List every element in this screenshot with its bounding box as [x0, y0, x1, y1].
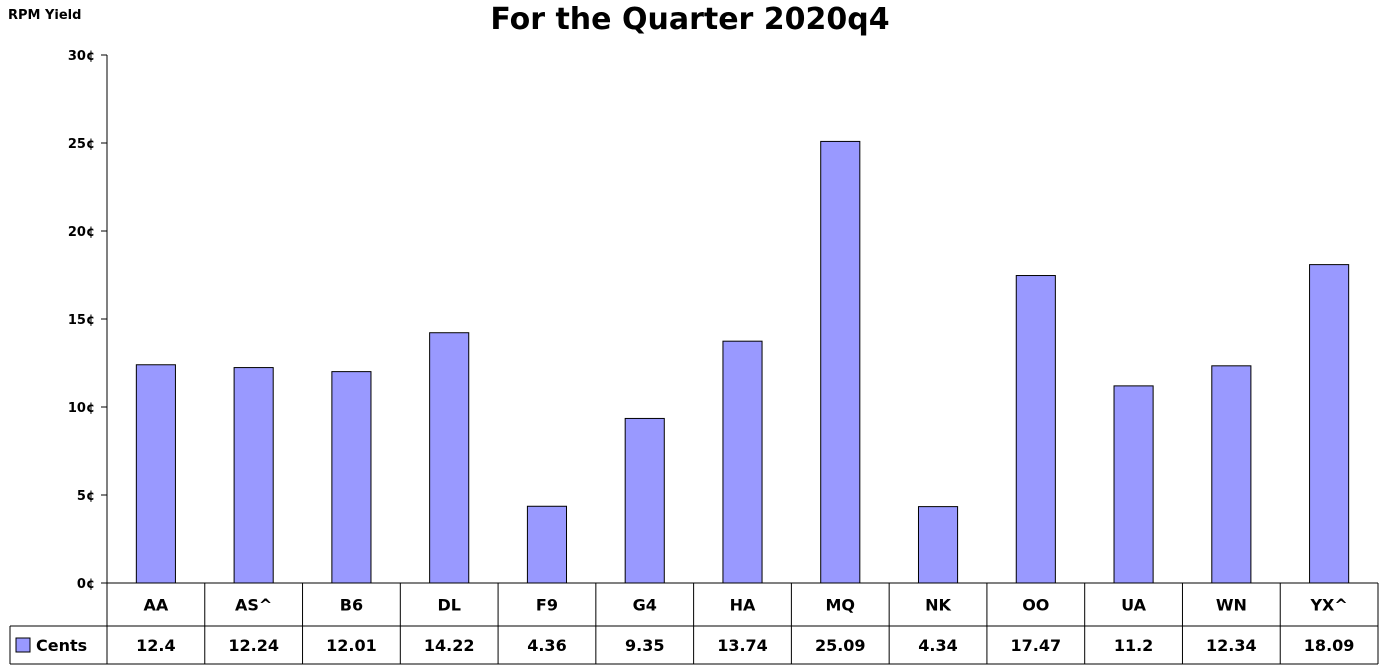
y-tick-label: 15¢	[68, 313, 95, 328]
x-category-label: G4	[633, 596, 657, 615]
x-category-label: NK	[925, 596, 951, 615]
bar	[233, 367, 274, 584]
y-tick-label: 0¢	[77, 577, 95, 592]
bar	[135, 364, 176, 584]
x-category-label: WN	[1216, 596, 1247, 615]
data-value-label: 12.34	[1206, 636, 1257, 655]
data-value-label: 25.09	[815, 636, 866, 655]
y-tick-label: 5¢	[77, 489, 95, 504]
data-value-label: 9.35	[625, 636, 664, 655]
bar	[1211, 365, 1252, 584]
x-category-label: MQ	[826, 596, 856, 615]
x-category-label: UA	[1121, 596, 1147, 615]
data-value-label: 17.47	[1011, 636, 1062, 655]
y-tick-label: 30¢	[68, 49, 95, 64]
bar	[331, 371, 372, 584]
data-value-label: 12.4	[136, 636, 175, 655]
legend-swatch	[15, 637, 31, 653]
data-value-label: 18.09	[1304, 636, 1355, 655]
x-category-label: B6	[340, 596, 363, 615]
bar	[917, 506, 959, 584]
bar	[1309, 264, 1350, 584]
bar	[429, 332, 470, 584]
y-tick-label: 10¢	[68, 401, 95, 416]
data-value-label: 13.74	[717, 636, 768, 655]
x-category-label: YX^	[1309, 596, 1347, 615]
x-category-label: AS^	[235, 596, 272, 615]
data-value-label: 11.2	[1114, 636, 1153, 655]
x-category-label: F9	[536, 596, 558, 615]
y-axis-label: RPM Yield	[8, 8, 82, 23]
bar	[1113, 385, 1154, 584]
x-category-label: AA	[144, 596, 169, 615]
legend-series-name: Cents	[36, 636, 87, 655]
bar	[820, 140, 861, 584]
bar	[1015, 275, 1056, 584]
chart-title: For the Quarter 2020q4	[490, 2, 890, 37]
data-value-label: 12.01	[326, 636, 377, 655]
bar	[624, 417, 665, 584]
data-value-label: 14.22	[424, 636, 475, 655]
data-value-label: 4.34	[918, 636, 957, 655]
bar	[722, 340, 763, 584]
y-tick-label: 25¢	[68, 137, 95, 152]
bar	[526, 505, 568, 584]
x-category-label: DL	[437, 596, 460, 615]
x-category-label: HA	[730, 596, 756, 615]
data-value-label: 4.36	[527, 636, 566, 655]
y-tick-label: 20¢	[68, 225, 95, 240]
x-category-label: OO	[1022, 596, 1049, 615]
data-value-label: 12.24	[228, 636, 279, 655]
